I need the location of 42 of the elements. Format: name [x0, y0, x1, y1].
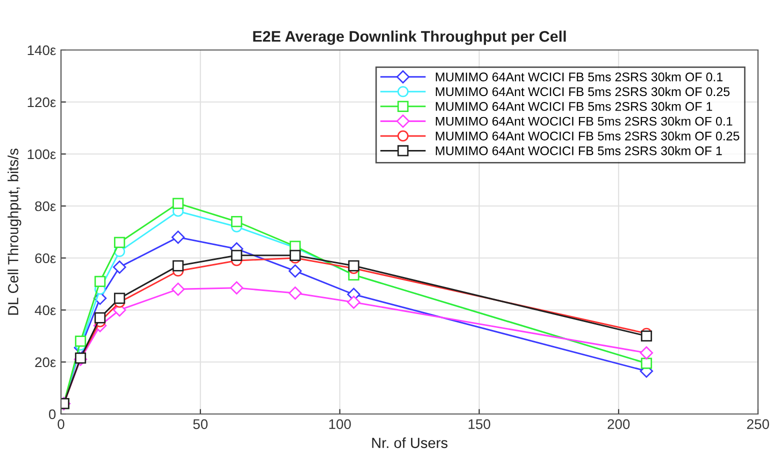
legend-label: MUMIMO 64Ant WCICI FB 5ms 2SRS 30km OF 0.1 — [436, 72, 723, 82]
point — [288, 286, 302, 300]
x-tick-label: 150 — [468, 419, 490, 430]
x-tick-label: 50 — [193, 419, 208, 430]
y-tick-label: 80ε — [35, 201, 56, 212]
point — [347, 296, 360, 309]
y-tick-label: 20ε — [35, 357, 56, 368]
point — [112, 260, 126, 274]
point — [94, 312, 106, 324]
point — [94, 276, 106, 287]
legend-label: MUMIMO 64Ant WOCICI FB 5ms 2SRS 30km OF 0.1 — [436, 116, 732, 126]
y-tick-label: 120ε — [28, 97, 56, 108]
y-tick-label: 0 — [48, 409, 56, 420]
point — [172, 260, 184, 272]
y-tick-label: 140ε — [28, 45, 56, 56]
point — [172, 198, 184, 209]
point — [114, 236, 126, 248]
point — [74, 336, 86, 347]
chart-title: E2E Average Downlink Throughput per Cell — [253, 30, 566, 45]
x-tick-label: 100 — [329, 419, 351, 430]
legend-label: MUMIMO 64Ant WCICI FB 5ms 2SRS 30km OF 1 — [436, 102, 712, 111]
point — [230, 281, 244, 294]
y-tick-label: 60ε — [35, 253, 56, 264]
x-tick-label: 0 — [58, 419, 64, 430]
y-tick-label: 100ε — [28, 149, 56, 160]
y-axis-title: DL Cell Throughput, bits/s — [8, 148, 22, 315]
point — [172, 282, 185, 296]
x-axis-title: Nr. of Users — [372, 437, 448, 448]
point — [348, 260, 360, 272]
legend-label: MUMIMO 64Ant WOCICI FB 5ms 2SRS 30km OF 1 — [436, 146, 722, 156]
y-tick-label: 40ε — [34, 305, 56, 316]
legend-label: MUMIMO 64Ant WCICI FB 5ms 2SRS 30km OF 0.25 — [436, 86, 730, 96]
legend-label: MUMIMO 64Ant WOCICI FB 5ms 2SRS 30km OF 0.25 — [436, 131, 740, 140]
point — [640, 330, 652, 342]
point — [231, 216, 242, 228]
point — [114, 292, 126, 304]
point — [288, 264, 302, 278]
x-tick-label: 250 — [747, 419, 770, 430]
point — [640, 346, 654, 360]
point — [231, 250, 242, 261]
x-tick-label: 200 — [608, 419, 630, 430]
point — [172, 230, 185, 244]
